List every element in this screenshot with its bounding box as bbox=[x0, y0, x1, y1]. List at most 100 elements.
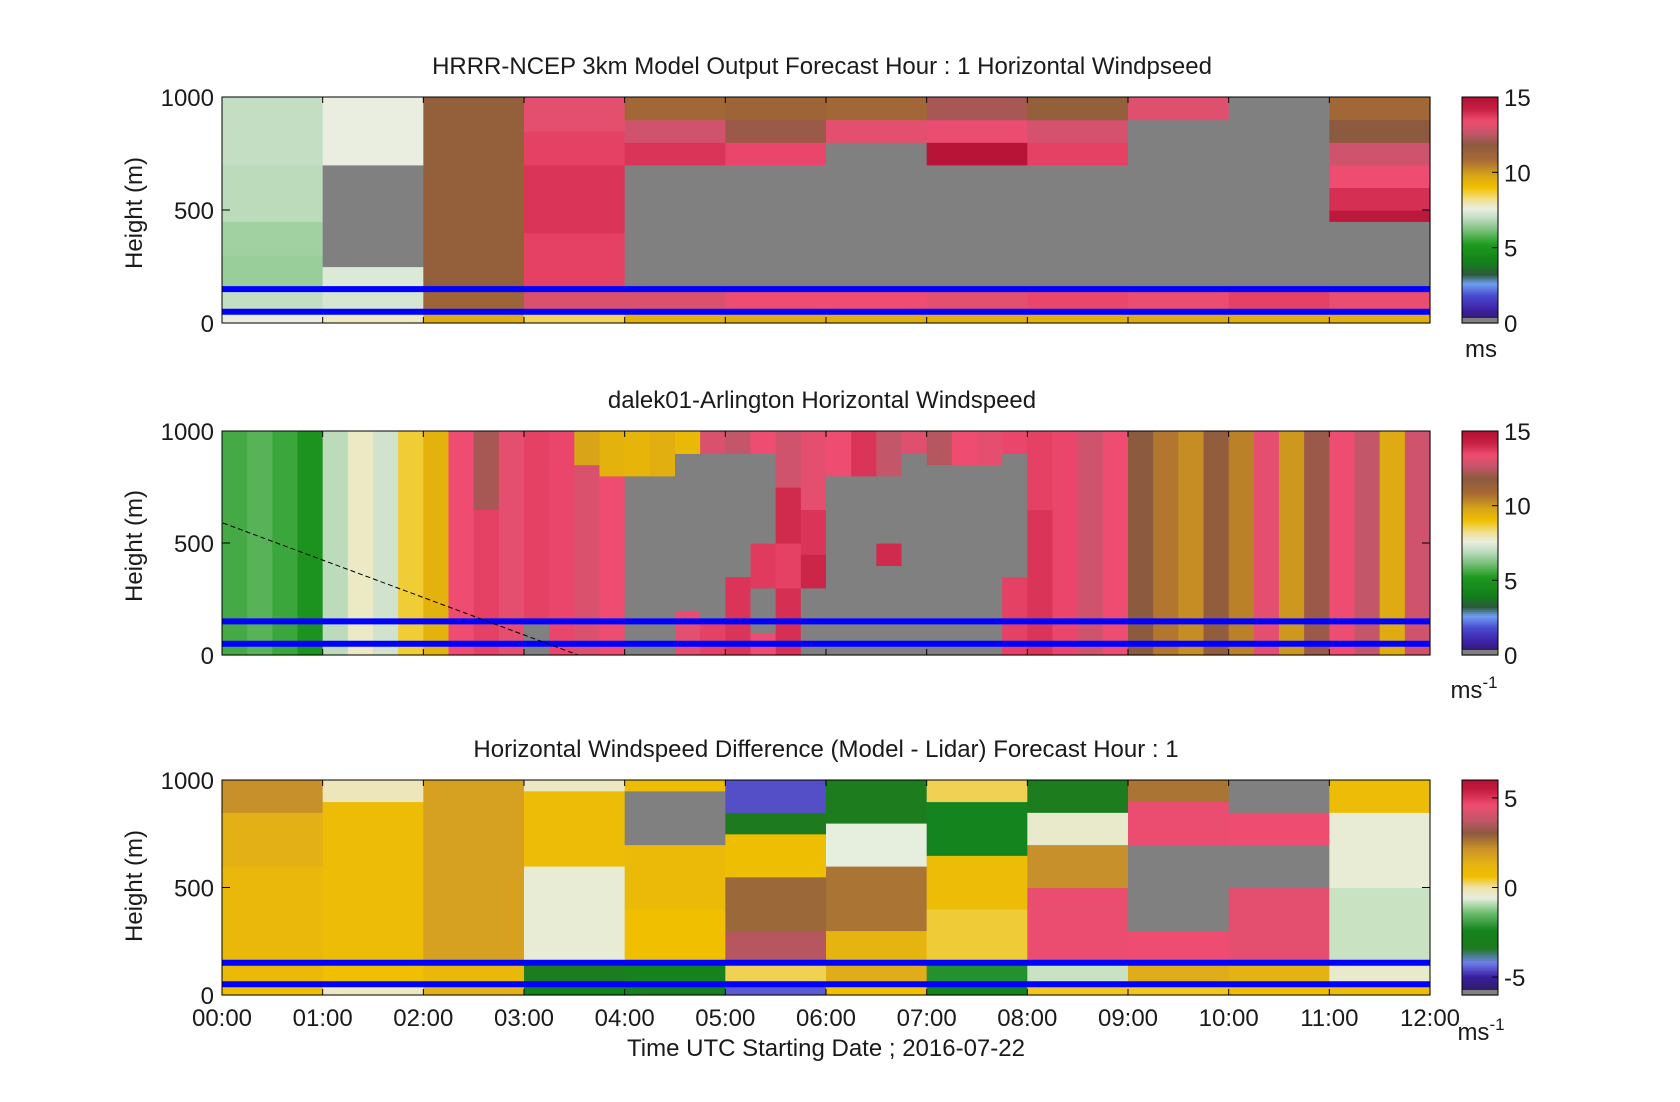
heatmap-cell bbox=[524, 97, 626, 132]
colorbar-swatch bbox=[1462, 977, 1498, 980]
heatmap-cell bbox=[624, 790, 726, 846]
colorbar-swatch bbox=[1462, 462, 1498, 466]
heatmap-cell bbox=[1002, 431, 1028, 454]
y-tick-label: 500 bbox=[174, 198, 214, 225]
colorbar-swatch bbox=[1462, 574, 1498, 578]
colorbar-swatch bbox=[1462, 812, 1498, 815]
colorbar-swatch bbox=[1462, 585, 1498, 589]
colorbar-swatch bbox=[1462, 955, 1498, 958]
heatmap-cell bbox=[826, 866, 928, 932]
colorbar-swatch bbox=[1462, 917, 1498, 921]
heatmap-cell bbox=[1354, 431, 1381, 656]
colorbar-swatch bbox=[1462, 630, 1498, 634]
colorbar-swatch bbox=[1462, 294, 1498, 298]
colorbar-swatch bbox=[1462, 262, 1498, 266]
heatmap-cell bbox=[750, 543, 777, 589]
colorbar-tick-label: 5 bbox=[1504, 236, 1517, 263]
colorbar-swatch bbox=[1462, 589, 1498, 593]
heatmap-cell bbox=[1052, 431, 1079, 656]
colorbar-swatch bbox=[1462, 164, 1498, 168]
colorbar-swatch bbox=[1462, 980, 1498, 984]
colorbar-swatch bbox=[1462, 507, 1498, 510]
colorbar-swatch bbox=[1462, 196, 1498, 200]
x-ticks-3 bbox=[221, 780, 1431, 995]
colorbar-swatch bbox=[1462, 472, 1498, 475]
heatmap-cell bbox=[1128, 844, 1230, 932]
colorbar-swatch bbox=[1462, 969, 1498, 973]
heatmap-cell bbox=[1228, 812, 1330, 846]
heatmap-cell bbox=[1329, 97, 1431, 121]
reference-lines-2 bbox=[222, 618, 1430, 647]
colorbar-swatch bbox=[1462, 240, 1498, 243]
colorbar-swatch bbox=[1462, 803, 1498, 806]
heatmap-cell bbox=[750, 453, 777, 544]
x-tick-label: 02:00 bbox=[393, 1005, 453, 1032]
heatmap-cell bbox=[1027, 164, 1129, 290]
heatmap-cell bbox=[826, 986, 928, 996]
colorbar-swatch bbox=[1462, 833, 1498, 837]
colorbar-swatch bbox=[1462, 962, 1498, 966]
heatmap-cell bbox=[926, 142, 1028, 166]
x-axis-label: Time UTC Starting Date ; 2016-07-22 bbox=[627, 1035, 1025, 1062]
colorbar-swatch bbox=[1462, 840, 1498, 844]
colorbar-swatch bbox=[1462, 215, 1498, 219]
colorbar-swatch bbox=[1462, 518, 1498, 522]
x-tick-label: 10:00 bbox=[1199, 1005, 1259, 1032]
heatmap-cell bbox=[926, 164, 1028, 290]
heatmap-cell bbox=[322, 313, 424, 324]
colorbar-swatch bbox=[1462, 230, 1498, 234]
colorbar-swatch bbox=[1462, 849, 1498, 853]
colorbar-swatch bbox=[1462, 873, 1498, 876]
colorbar-swatch bbox=[1462, 537, 1498, 540]
heatmap-cell bbox=[624, 313, 726, 324]
colorbar-swatch bbox=[1462, 799, 1498, 803]
colorbar-swatch bbox=[1462, 232, 1498, 236]
colorbar-swatch bbox=[1462, 975, 1498, 978]
x-tick-label: 08:00 bbox=[997, 1005, 1057, 1032]
heatmap-cell bbox=[524, 164, 626, 234]
heatmap-cell bbox=[599, 431, 626, 477]
heatmap-cell bbox=[826, 142, 928, 290]
colorbar-swatch bbox=[1462, 125, 1498, 128]
heatmap-cell bbox=[926, 986, 1028, 996]
heatmap-cell bbox=[1128, 780, 1230, 803]
heatmap-cell bbox=[222, 986, 324, 996]
colorbar-swatch bbox=[1462, 796, 1498, 799]
colorbar-swatch bbox=[1462, 283, 1498, 286]
colorbar-swatch bbox=[1462, 274, 1498, 277]
heatmap-cell bbox=[1329, 142, 1431, 166]
colorbar-swatch bbox=[1462, 457, 1498, 460]
colorbar-swatch bbox=[1462, 948, 1498, 951]
colorbar-swatch bbox=[1462, 844, 1498, 847]
colorbar-swatch bbox=[1462, 106, 1498, 109]
colorbar-swatch bbox=[1462, 910, 1498, 914]
colorbar-swatch bbox=[1462, 157, 1498, 160]
colorbar-unit-label-2: ms-1 bbox=[1450, 673, 1497, 704]
colorbar-swatch bbox=[1462, 445, 1498, 449]
colorbar-frame bbox=[1461, 96, 1499, 324]
y-tick-label: 1000 bbox=[161, 768, 214, 795]
colorbar-swatch bbox=[1462, 477, 1498, 481]
colorbar-swatch bbox=[1462, 894, 1498, 898]
heatmap-cell bbox=[423, 313, 525, 324]
heatmap-cell bbox=[524, 780, 626, 792]
colorbar-swatch bbox=[1462, 449, 1498, 453]
heatmap-cell bbox=[222, 97, 324, 166]
colorbar-swatch bbox=[1462, 174, 1498, 177]
colorbar-swatch bbox=[1462, 149, 1498, 153]
heatmap-cell bbox=[423, 780, 525, 964]
colorbar-tick-label: 5 bbox=[1504, 786, 1517, 813]
heatmap-cell bbox=[951, 464, 978, 656]
colorbar-swatch bbox=[1462, 580, 1498, 583]
colorbar-swatch bbox=[1462, 485, 1498, 488]
colorbar-swatch bbox=[1462, 557, 1498, 561]
colorbar-swatch bbox=[1462, 511, 1498, 514]
colorbar-swatch bbox=[1462, 792, 1498, 795]
heatmap-cell bbox=[322, 431, 349, 656]
colorbar-swatch bbox=[1462, 815, 1498, 819]
colorbar-swatch bbox=[1462, 130, 1498, 134]
colorbar-swatch bbox=[1462, 916, 1498, 919]
heatmap-cell bbox=[725, 986, 827, 996]
colorbar-swatch bbox=[1462, 837, 1498, 840]
